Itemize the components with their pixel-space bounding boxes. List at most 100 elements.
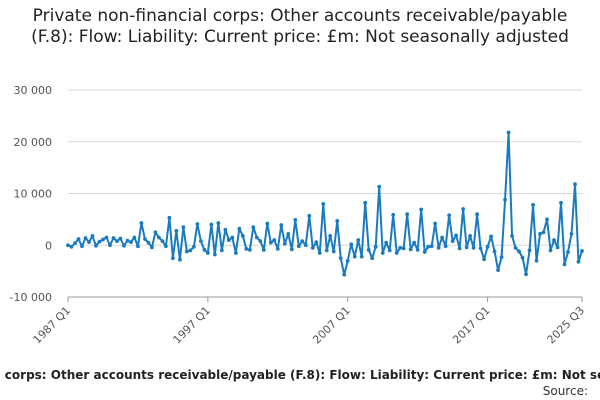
data-point[interactable]: [555, 245, 560, 250]
data-point[interactable]: [562, 262, 567, 267]
data-point[interactable]: [527, 248, 532, 253]
data-point[interactable]: [188, 248, 193, 253]
data-point[interactable]: [265, 221, 270, 226]
data-point[interactable]: [503, 197, 507, 202]
data-point[interactable]: [230, 235, 235, 240]
data-point[interactable]: [335, 219, 340, 223]
data-point[interactable]: [373, 244, 378, 249]
data-point[interactable]: [146, 240, 151, 245]
data-point[interactable]: [111, 236, 116, 240]
data-point[interactable]: [122, 243, 126, 248]
data-point[interactable]: [108, 243, 112, 248]
data-point[interactable]: [296, 244, 301, 249]
data-point[interactable]: [240, 234, 245, 238]
data-point[interactable]: [153, 230, 158, 235]
data-point[interactable]: [559, 200, 563, 205]
data-point[interactable]: [447, 213, 452, 218]
data-point[interactable]: [545, 217, 549, 222]
data-point[interactable]: [419, 207, 424, 212]
data-point[interactable]: [310, 245, 315, 250]
data-point[interactable]: [198, 239, 203, 244]
data-point[interactable]: [118, 236, 123, 241]
data-point[interactable]: [254, 235, 259, 240]
data-point[interactable]: [289, 247, 294, 252]
data-point[interactable]: [247, 248, 252, 252]
data-point[interactable]: [552, 238, 556, 242]
data-point[interactable]: [422, 250, 427, 254]
data-point[interactable]: [115, 239, 119, 244]
data-point[interactable]: [433, 221, 438, 226]
data-point[interactable]: [366, 248, 371, 252]
data-point[interactable]: [464, 245, 469, 250]
data-point[interactable]: [517, 249, 521, 254]
data-point[interactable]: [541, 230, 546, 235]
data-point[interactable]: [157, 235, 161, 240]
data-point[interactable]: [429, 244, 434, 249]
data-point[interactable]: [534, 258, 539, 263]
data-point[interactable]: [380, 251, 385, 255]
data-point[interactable]: [415, 248, 420, 252]
data-point[interactable]: [394, 251, 399, 255]
data-point[interactable]: [258, 239, 263, 244]
data-point[interactable]: [485, 244, 490, 249]
data-point[interactable]: [356, 238, 361, 242]
data-point[interactable]: [450, 239, 455, 244]
data-point[interactable]: [499, 255, 504, 260]
data-point[interactable]: [492, 249, 497, 254]
data-point[interactable]: [97, 239, 102, 244]
data-point[interactable]: [384, 240, 389, 245]
data-point[interactable]: [443, 244, 448, 249]
data-point[interactable]: [293, 217, 298, 222]
data-point[interactable]: [244, 246, 249, 251]
data-point[interactable]: [76, 237, 81, 241]
data-point[interactable]: [282, 241, 287, 246]
data-point[interactable]: [468, 234, 473, 238]
data-point[interactable]: [219, 248, 224, 253]
data-point[interactable]: [286, 231, 291, 236]
data-point[interactable]: [482, 257, 486, 262]
data-point[interactable]: [303, 243, 308, 248]
data-point[interactable]: [143, 237, 147, 241]
data-point[interactable]: [405, 212, 410, 217]
data-point[interactable]: [349, 242, 354, 247]
data-point[interactable]: [139, 221, 144, 225]
data-point[interactable]: [440, 235, 445, 240]
data-point[interactable]: [226, 238, 231, 242]
data-point[interactable]: [324, 248, 329, 253]
data-point[interactable]: [314, 240, 319, 245]
data-point[interactable]: [377, 184, 382, 189]
data-point[interactable]: [66, 243, 70, 248]
data-point[interactable]: [454, 233, 459, 238]
data-point[interactable]: [279, 223, 284, 227]
data-point[interactable]: [436, 245, 441, 250]
data-point[interactable]: [184, 249, 189, 254]
data-point[interactable]: [160, 239, 165, 244]
data-point[interactable]: [457, 246, 462, 251]
data-point[interactable]: [510, 234, 514, 238]
data-point[interactable]: [104, 235, 109, 240]
data-point[interactable]: [216, 221, 221, 225]
data-point[interactable]: [150, 245, 154, 250]
data-point[interactable]: [83, 236, 88, 240]
data-point[interactable]: [506, 130, 511, 135]
data-point[interactable]: [195, 222, 200, 226]
data-point[interactable]: [359, 254, 364, 259]
data-point[interactable]: [317, 251, 322, 255]
data-point[interactable]: [538, 231, 542, 236]
data-point[interactable]: [531, 202, 535, 207]
data-point[interactable]: [331, 249, 336, 254]
data-point[interactable]: [233, 251, 238, 255]
data-point[interactable]: [212, 252, 217, 257]
data-point[interactable]: [475, 212, 479, 217]
data-point[interactable]: [87, 240, 91, 245]
data-point[interactable]: [268, 240, 273, 245]
data-point[interactable]: [177, 257, 182, 262]
data-point[interactable]: [300, 239, 305, 244]
data-point[interactable]: [408, 247, 413, 252]
data-point[interactable]: [125, 238, 130, 243]
data-point[interactable]: [478, 246, 483, 251]
data-point[interactable]: [321, 201, 326, 206]
data-point[interactable]: [363, 200, 368, 205]
data-point[interactable]: [387, 248, 392, 253]
data-point[interactable]: [391, 212, 396, 217]
